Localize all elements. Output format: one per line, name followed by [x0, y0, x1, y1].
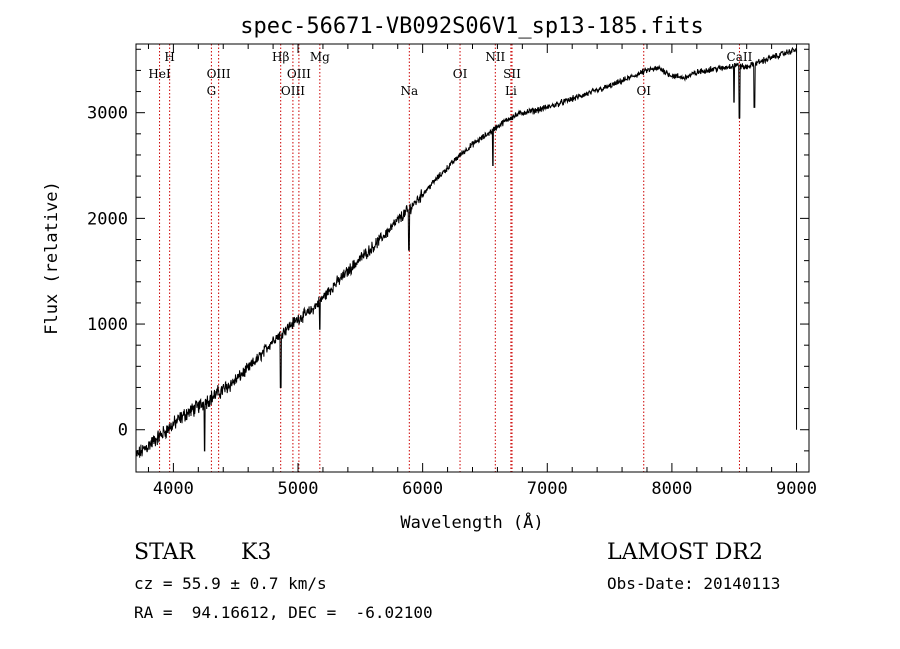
line-label: H	[164, 50, 174, 64]
line-label: OIII	[281, 84, 305, 98]
line-label: OIII	[207, 67, 231, 81]
x-tick-label: 8000	[651, 479, 692, 499]
spectrum-trace-group	[135, 46, 798, 458]
x-tick-label: 7000	[527, 479, 568, 499]
tick-group: 4000 5000 6000 7000 8000 9000 0 1000 2000 3000	[87, 44, 817, 499]
line-label: Li	[505, 84, 517, 98]
y-axis-label: Flux (relative)	[42, 181, 62, 335]
line-label: CaII	[727, 50, 753, 64]
chart-title: spec-56671-VB092S06V1_sp13-185.fits	[240, 14, 704, 39]
obs-date: Obs-Date: 20140113	[607, 574, 781, 593]
line-label: OI	[636, 84, 651, 98]
line-label: Hβ	[272, 50, 289, 64]
x-tick-label: 6000	[402, 479, 443, 499]
line-label: OIII	[287, 67, 311, 81]
line-label: OI	[453, 67, 468, 81]
survey-name: LAMOST DR2	[607, 540, 763, 565]
line-label: G	[207, 84, 217, 98]
plot-frame	[135, 43, 810, 473]
x-tick-label: 5000	[278, 479, 319, 499]
y-tick-label: 1000	[87, 315, 128, 335]
x-axis-label: Wavelength (Å)	[400, 511, 543, 533]
line-label: SII	[503, 67, 521, 81]
x-tick-label: 9000	[776, 479, 817, 499]
line-marker-group	[159, 44, 740, 472]
line-label: Mg	[310, 50, 330, 64]
y-tick-label: 2000	[87, 209, 128, 229]
subclass: K3	[241, 540, 272, 565]
coordinates-text: RA = 94.16612, DEC = -6.02100	[134, 603, 433, 622]
line-label: Na	[400, 84, 418, 98]
object-type: STAR	[134, 540, 195, 565]
line-label: HeI	[148, 67, 171, 81]
redshift-text: cz = 55.9 ± 0.7 km/s	[134, 574, 327, 593]
line-label: NII	[485, 50, 505, 64]
y-tick-label: 3000	[87, 104, 128, 124]
x-tick-label: 4000	[153, 479, 194, 499]
line-label-group: H HeI OIII G Hβ Mg OIII OIII Na OI NII Li OI SII CaII	[148, 50, 752, 98]
y-tick-label: 0	[118, 421, 128, 441]
spectrum-line	[135, 46, 797, 458]
